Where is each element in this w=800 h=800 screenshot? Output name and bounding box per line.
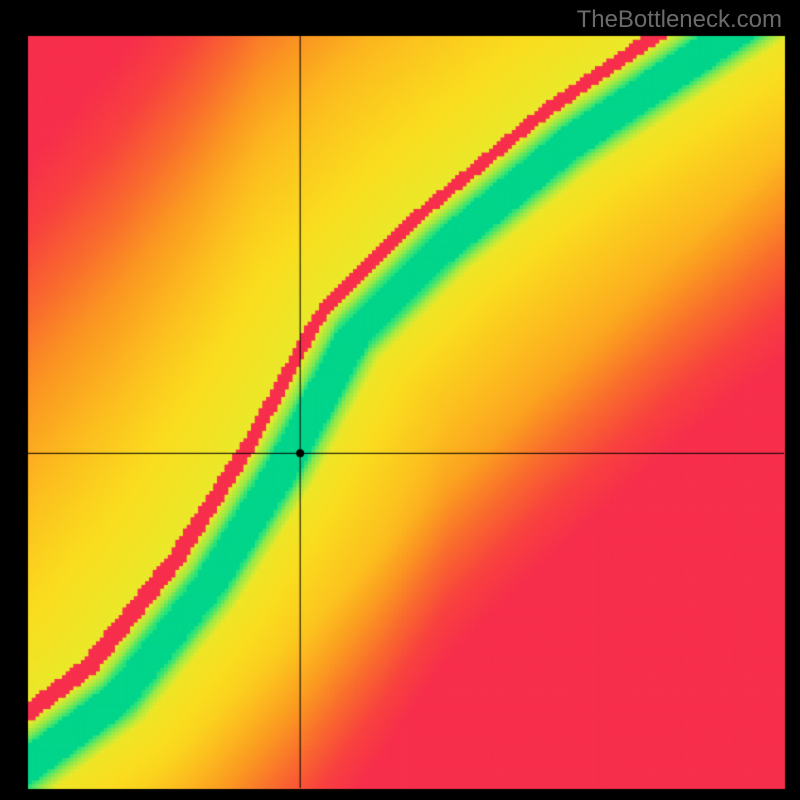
watermark-text: TheBottleneck.com bbox=[577, 6, 782, 34]
heatmap-chart bbox=[0, 0, 800, 800]
chart-container: TheBottleneck.com bbox=[0, 0, 800, 800]
